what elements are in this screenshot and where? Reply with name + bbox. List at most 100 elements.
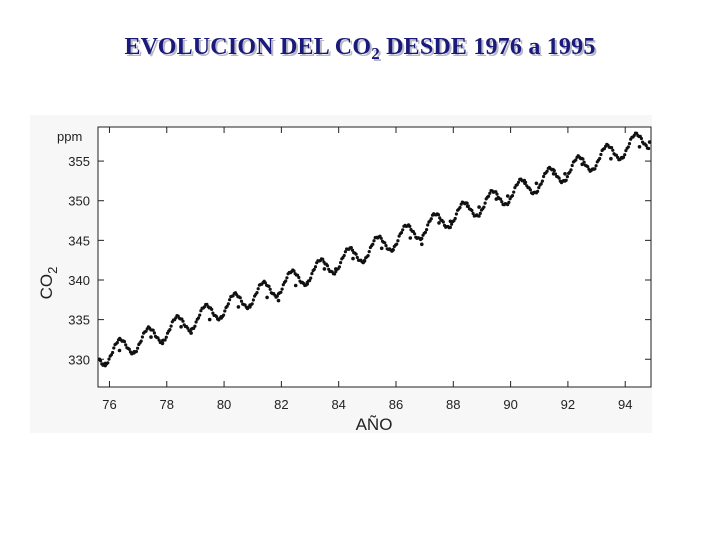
co2-point: [477, 214, 481, 218]
co2-point: [112, 346, 116, 350]
y-axis-label-main: CO: [37, 274, 56, 300]
y-tick-label: 345: [68, 233, 90, 248]
co2-point: [623, 153, 627, 157]
co2-point: [310, 272, 314, 276]
x-tick-label: 94: [618, 397, 632, 412]
co2-anchor-point: [391, 248, 395, 252]
co2-anchor-point: [248, 305, 252, 309]
co2-point: [569, 168, 573, 172]
co2-point: [140, 335, 144, 339]
x-ticks: 76 78 80 82 84 86 88 90 92 94: [102, 127, 632, 412]
co2-point: [478, 211, 482, 215]
co2-point: [611, 148, 615, 152]
co2-anchor-point: [322, 267, 327, 271]
y-tick-label: 335: [68, 313, 90, 328]
co2-point: [106, 361, 110, 365]
co2-point: [488, 191, 492, 195]
co2-point: [111, 350, 115, 355]
co2-point: [626, 145, 630, 149]
co2-point: [308, 279, 312, 283]
co2-point: [198, 313, 202, 317]
co2-anchor-point: [505, 194, 510, 198]
co2-point: [250, 302, 254, 306]
co2-point: [280, 287, 284, 291]
co2-anchor-point: [448, 219, 453, 224]
co2-point: [426, 223, 430, 227]
co2-point: [285, 276, 289, 280]
co2-point: [333, 272, 337, 276]
co2-point: [570, 163, 574, 168]
co2-point: [458, 205, 462, 210]
co2-point: [164, 335, 168, 339]
co2-point: [500, 200, 504, 204]
co2-anchor-point: [523, 181, 527, 186]
co2-point: [343, 250, 347, 254]
co2-point: [564, 178, 568, 182]
co2-point: [196, 316, 201, 320]
co2-point: [423, 230, 427, 234]
co2-point: [275, 294, 279, 298]
co2-point: [644, 143, 648, 148]
co2-anchor-point: [620, 156, 625, 160]
co2-point: [226, 302, 230, 306]
y-axis-label-sub: 2: [45, 267, 60, 274]
co2-anchor-point: [160, 341, 165, 346]
title-subscript: 2: [371, 44, 380, 63]
co2-anchor-point: [408, 236, 413, 240]
co2-point: [251, 298, 255, 302]
co2-point: [228, 298, 232, 302]
co2-point: [355, 255, 359, 260]
co2-point: [325, 264, 330, 268]
co2-point: [136, 346, 140, 350]
co2-point: [309, 276, 313, 280]
x-tick-label: 76: [102, 397, 116, 412]
title-main: EVOLUCION DEL CO: [124, 34, 372, 60]
plot-frame: [97, 126, 652, 388]
co2-anchor-point: [132, 351, 136, 355]
y-tick-label: 355: [68, 154, 90, 169]
co2-anchor-point: [362, 259, 367, 263]
x-tick-label: 82: [274, 397, 288, 412]
co2-anchor-point: [293, 283, 298, 288]
co2-point: [540, 179, 544, 183]
x-tick-label: 84: [331, 397, 345, 412]
co2-point: [420, 236, 424, 241]
co2-point: [413, 232, 417, 236]
co2-point: [337, 265, 341, 269]
co2-point: [499, 197, 503, 201]
y-ticks: 330 335 340 345 350 355: [68, 154, 651, 367]
co2-point: [396, 239, 400, 243]
co2-anchor-point: [580, 162, 584, 167]
co2-point: [395, 242, 399, 246]
co2-point: [339, 261, 343, 265]
y-axis-label: CO2: [37, 267, 60, 300]
co2-anchor-point: [609, 156, 613, 161]
co2-point: [168, 328, 172, 332]
co2-point: [349, 246, 353, 250]
co2-point: [238, 296, 242, 300]
co2-point: [284, 279, 288, 283]
co2-point: [267, 284, 271, 288]
co2-point: [512, 190, 516, 194]
co2-point: [268, 287, 272, 291]
co2-point: [139, 339, 143, 343]
slide-title: EVOLUCION DEL CO2 DESDE 1976 a 1995: [0, 34, 720, 64]
co2-point: [453, 216, 457, 221]
co2-point: [107, 357, 111, 361]
co2-point: [194, 320, 198, 324]
co2-point: [297, 275, 301, 280]
co2-point: [134, 349, 138, 354]
co2-anchor-point: [117, 348, 122, 353]
co2-point: [354, 252, 358, 256]
co2-point: [379, 236, 383, 240]
co2-point: [263, 281, 267, 285]
co2-anchor-point: [207, 317, 212, 322]
co2-anchor-point: [149, 335, 153, 339]
co2-point: [223, 309, 227, 313]
co2-point: [222, 313, 226, 317]
co2-anchor-point: [305, 282, 310, 286]
title-rest: DESDE 1976 a 1995: [379, 34, 596, 60]
co2-point: [483, 201, 487, 205]
co2-anchor-point: [379, 246, 384, 251]
co2-point: [482, 205, 486, 209]
